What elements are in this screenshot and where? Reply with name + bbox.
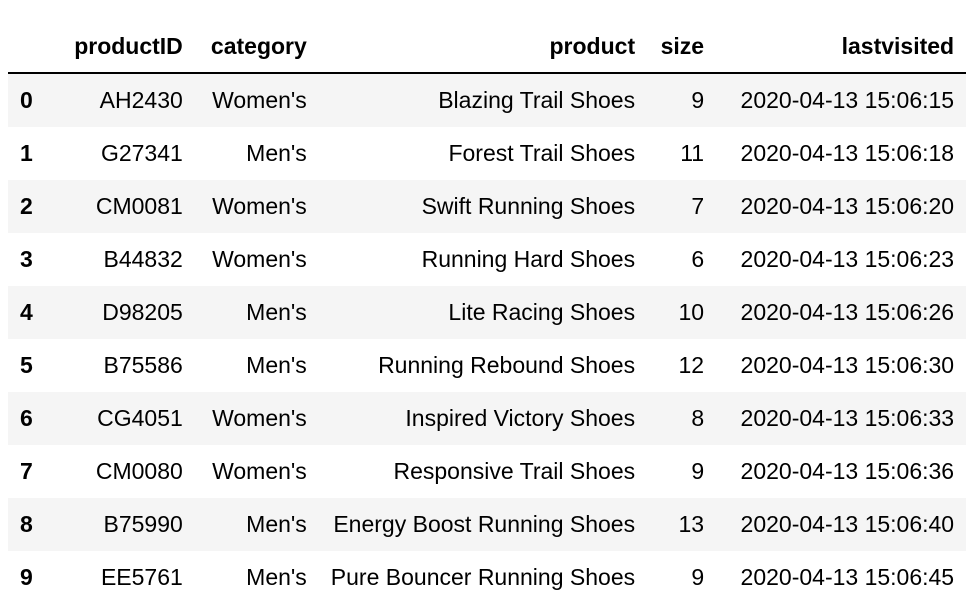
product-cell: Responsive Trail Shoes — [393, 458, 636, 484]
lastvisited-cell: 2020-04-13 15:06:30 — [740, 352, 955, 378]
product-cell: Forest Trail Shoes — [448, 140, 636, 166]
category-cell: Women's — [212, 246, 307, 272]
size-cell: 13 — [678, 511, 705, 537]
table-row: 0 AH2430 Women's Blazing Trail Shoes 9 2020-0… — [8, 73, 967, 127]
product-cell: Running Hard Shoes — [421, 246, 636, 272]
category-cell: Women's — [212, 87, 307, 113]
row-index-cell: 2 — [20, 193, 33, 219]
product-cell: Lite Racing Shoes — [448, 299, 636, 325]
lastvisited-cell: 2020-04-13 15:06:40 — [740, 511, 955, 537]
size-cell: 9 — [691, 458, 705, 484]
size-cell: 9 — [691, 87, 705, 113]
category-cell: Women's — [212, 405, 307, 431]
header-category: category — [194, 20, 319, 74]
row-index-cell: 0 — [20, 87, 33, 113]
productid-cell: B75990 — [103, 511, 183, 537]
row-index-cell: 1 — [20, 140, 33, 166]
row-index-cell: 8 — [20, 511, 33, 537]
table-row: 1 G27341 Men's Forest Trail Shoes 11 2020-04-… — [8, 127, 967, 180]
size-cell: 9 — [691, 564, 705, 590]
productid-cell: D98205 — [102, 299, 183, 325]
table-row: 8 B75990 Men's Energy Boost Running Shoes 13… — [8, 498, 967, 551]
productid-cell: EE5761 — [100, 564, 183, 590]
row-index-cell: 9 — [20, 564, 33, 590]
productid-cell: B44832 — [103, 246, 183, 272]
header-lastvisited: lastvisited — [716, 20, 967, 74]
productid-cell: CM0080 — [95, 458, 183, 484]
table-row: 9 EE5761 Men's Pure Bouncer Running Shoes 9 2… — [8, 551, 967, 604]
header-index — [8, 20, 51, 74]
lastvisited-cell: 2020-04-13 15:06:36 — [740, 458, 955, 484]
table-body: 0 AH2430 Women's Blazing Trail Shoes 9 2020-0… — [8, 73, 967, 604]
category-cell: Men's — [246, 299, 307, 325]
product-cell: Swift Running Shoes — [421, 193, 636, 219]
category-cell: Women's — [212, 193, 307, 219]
table-row: 6 CG4051 Women's Inspired Victory Shoes 8 202… — [8, 392, 967, 445]
row-index-cell: 7 — [20, 458, 33, 484]
table-row: 4 D98205 Men's Lite Racing Shoes 10 2020-04-1… — [8, 286, 967, 339]
size-cell: 8 — [691, 405, 705, 431]
category-cell: Men's — [246, 352, 307, 378]
product-cell: Blazing Trail Shoes — [438, 87, 636, 113]
lastvisited-cell: 2020-04-13 15:06:15 — [740, 87, 955, 113]
lastvisited-cell: 2020-04-13 15:06:45 — [740, 564, 955, 590]
row-index-cell: 5 — [20, 352, 33, 378]
productid-cell: AH2430 — [99, 87, 183, 113]
size-cell: 7 — [691, 193, 705, 219]
category-cell: Men's — [246, 564, 307, 590]
product-cell: Energy Boost Running Shoes — [333, 511, 636, 537]
header-row: productID category product size lastvisi… — [8, 20, 967, 74]
dataframe-output: productID category product size lastvisi… — [8, 20, 967, 604]
table-row: 2 CM0081 Women's Swift Running Shoes 7 2020-0… — [8, 180, 967, 233]
productid-cell: CG4051 — [97, 405, 183, 431]
product-cell: Pure Bouncer Running Shoes — [330, 564, 636, 590]
category-cell: Men's — [246, 140, 307, 166]
category-cell: Women's — [212, 458, 307, 484]
table-row: 3 B44832 Women's Running Hard Shoes 6 2020-04… — [8, 233, 967, 286]
dataframe-table: productID category product size lastvisi… — [8, 20, 967, 604]
size-cell: 6 — [691, 246, 705, 272]
table-row: 5 B75586 Men's Running Rebound Shoes 12 2020-… — [8, 339, 967, 392]
table-row: 7 CM0080 Women's Responsive Trail Shoes 9 202… — [8, 445, 967, 498]
table-header: productID category product size lastvisi… — [8, 20, 967, 74]
productid-cell: B75586 — [103, 352, 183, 378]
category-cell: Men's — [246, 511, 307, 537]
header-product: product — [318, 20, 648, 74]
size-cell: 11 — [680, 140, 705, 166]
lastvisited-cell: 2020-04-13 15:06:26 — [740, 299, 955, 325]
lastvisited-cell: 2020-04-13 15:06:18 — [740, 140, 955, 166]
row-index-cell: 4 — [20, 299, 33, 325]
size-cell: 10 — [678, 299, 705, 325]
lastvisited-cell: 2020-04-13 15:06:23 — [740, 246, 955, 272]
size-cell: 12 — [678, 352, 705, 378]
row-index-cell: 6 — [20, 405, 33, 431]
productid-cell: G27341 — [100, 140, 183, 166]
product-cell: Inspired Victory Shoes — [405, 405, 636, 431]
lastvisited-cell: 2020-04-13 15:06:33 — [740, 405, 955, 431]
productid-cell: CM0081 — [95, 193, 183, 219]
header-productid: productID — [50, 20, 195, 74]
header-size: size — [647, 20, 717, 74]
lastvisited-cell: 2020-04-13 15:06:20 — [740, 193, 955, 219]
row-index-cell: 3 — [20, 246, 33, 272]
product-cell: Running Rebound Shoes — [378, 352, 636, 378]
